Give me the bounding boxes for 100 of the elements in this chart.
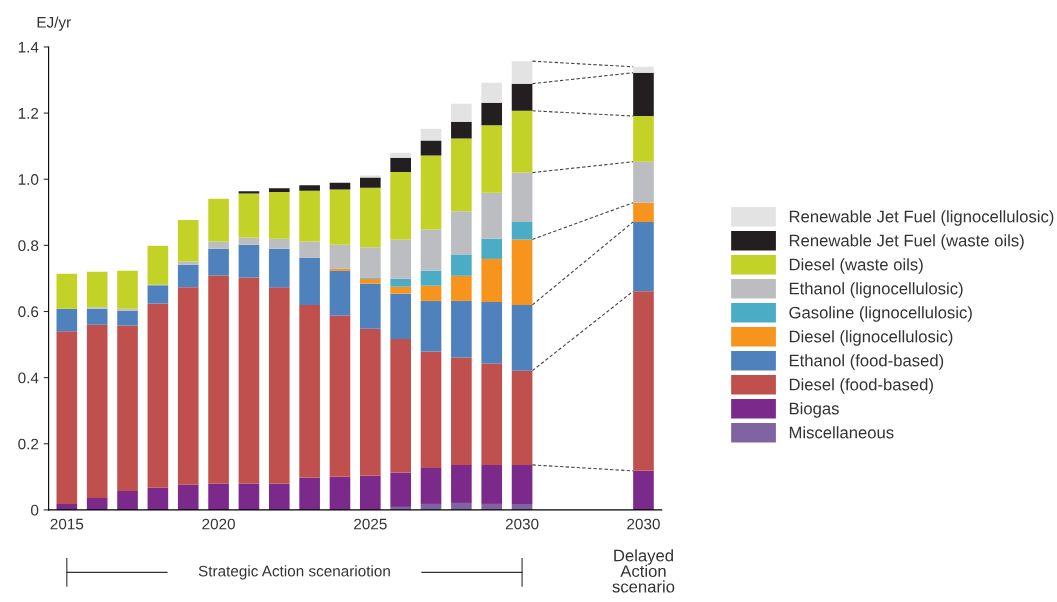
- x-tick-label: 2025: [354, 518, 387, 530]
- y-axis-title: EJ/yr: [37, 16, 71, 31]
- bar: [390, 152, 411, 158]
- bar: [268, 287, 290, 484]
- bar: [177, 261, 199, 265]
- legend-label: Diesel (waste oils): [789, 258, 923, 274]
- bar: [451, 464, 472, 503]
- bar: [299, 304, 320, 478]
- bar: [268, 188, 290, 193]
- bar: [420, 270, 442, 286]
- bar: [511, 370, 533, 465]
- bar: [208, 241, 229, 249]
- bar: [420, 351, 442, 468]
- bar: [633, 470, 654, 510]
- bar: [268, 192, 290, 239]
- bar: [177, 264, 199, 288]
- legend-label: Diesel (food-based): [789, 378, 933, 394]
- bar: [208, 248, 229, 276]
- bar: [299, 241, 320, 258]
- bar: [299, 185, 320, 191]
- bar: [633, 221, 654, 292]
- bar: [633, 116, 654, 162]
- bar: [117, 270, 138, 309]
- bar: [360, 247, 381, 278]
- y-tick-label: 1.4: [18, 41, 39, 53]
- bar: [481, 102, 503, 126]
- bar: [147, 245, 169, 285]
- legend-label: Ethanol (food-based): [789, 354, 944, 370]
- bar: [420, 128, 442, 141]
- bar: [420, 229, 442, 271]
- y-tick-label: 1.2: [18, 107, 39, 119]
- x-tick-label: 2015: [50, 518, 84, 530]
- bar: [117, 491, 138, 510]
- bar: [329, 315, 351, 477]
- bar: [511, 221, 533, 240]
- bar: [360, 328, 381, 476]
- bar: [177, 287, 199, 485]
- bar: [481, 125, 503, 193]
- bar: [329, 476, 351, 510]
- bar: [451, 275, 472, 301]
- bar: [268, 483, 290, 510]
- bar: [238, 193, 260, 238]
- bar: [268, 238, 290, 249]
- bar: [420, 467, 442, 504]
- bar: [329, 189, 351, 245]
- bar: [481, 238, 503, 259]
- bar: [511, 172, 533, 222]
- bar: [117, 325, 138, 492]
- bar: [360, 177, 381, 188]
- bar: [177, 484, 199, 510]
- bar: [238, 244, 260, 278]
- legend-label: Ethanol (lignocellulosic): [789, 282, 963, 298]
- bar: [390, 157, 411, 172]
- legend-label: Gasoline (lignocellulosic): [789, 306, 972, 322]
- bar: [86, 497, 108, 510]
- bar: [268, 248, 290, 288]
- text: Strategic Action scenariotion: [198, 565, 390, 580]
- bar: [238, 483, 260, 510]
- legend-label: Renewable Jet Fuel (lignocellulosic): [789, 210, 1054, 226]
- bar: [481, 363, 503, 465]
- bar: [511, 83, 533, 111]
- bar: [390, 472, 411, 507]
- bar: [511, 61, 533, 84]
- legend-label: Miscellaneous: [789, 426, 894, 439]
- bar: [451, 357, 472, 465]
- bar: [360, 283, 381, 329]
- x-tick-label: 2030: [505, 518, 539, 530]
- y-tick-label: 1.0: [18, 174, 39, 185]
- bar: [86, 308, 108, 325]
- bar: [390, 171, 411, 240]
- bar: [390, 293, 411, 339]
- y-tick-label: 0: [31, 504, 39, 516]
- bar: [299, 190, 320, 242]
- y-tick-label: 0.8: [18, 240, 39, 252]
- bar: [117, 310, 138, 326]
- bar: [299, 257, 320, 305]
- legend-label: Renewable Jet Fuel (waste oils): [789, 234, 1024, 250]
- bar: [208, 275, 229, 484]
- bar: [511, 464, 533, 504]
- bar: [420, 155, 442, 230]
- bar: [147, 285, 169, 304]
- bar: [390, 239, 411, 279]
- bar: [420, 285, 442, 301]
- bar: [360, 187, 381, 248]
- bar: [451, 138, 472, 212]
- bar: [511, 239, 533, 305]
- bar: [451, 121, 472, 139]
- bar: [329, 270, 351, 316]
- bar: [633, 202, 654, 222]
- bar: [451, 103, 472, 122]
- bar: [56, 308, 78, 332]
- bar: [86, 324, 108, 498]
- y-tick-label: 0.2: [18, 438, 39, 450]
- bar: [481, 464, 503, 504]
- bar: [390, 278, 411, 287]
- bar: [390, 286, 411, 294]
- bar: [633, 66, 654, 73]
- bar: [208, 198, 229, 242]
- text: Delayed Action scenario: [612, 549, 675, 593]
- bar: [56, 331, 78, 504]
